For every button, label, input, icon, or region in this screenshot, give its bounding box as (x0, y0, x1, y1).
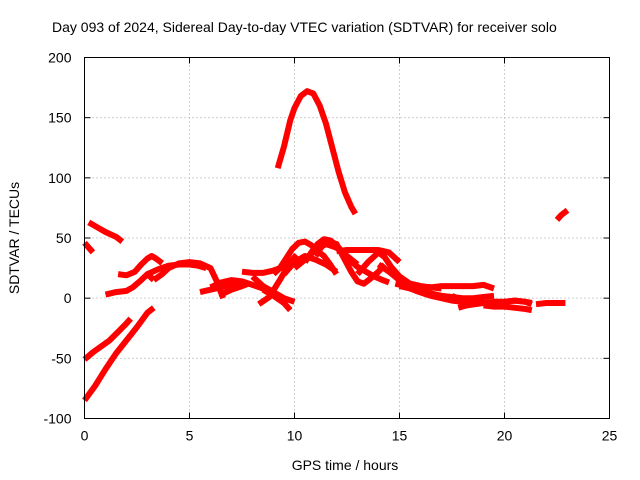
x-tick-label: 10 (287, 428, 303, 444)
x-tick-label: 5 (186, 428, 194, 444)
series-arc-32 (535, 300, 566, 308)
series-arc-8 (152, 259, 226, 300)
series-group (82, 88, 570, 403)
y-tick-labels: -100 -50 0 50 100 150 200 (43, 50, 71, 427)
y-tick-label: 0 (64, 290, 72, 306)
y-tick-label: -50 (51, 350, 71, 366)
y-tick-label: -100 (43, 411, 71, 427)
x-tick-label: 25 (602, 428, 618, 444)
chart-title: Day 093 of 2024, Sidereal Day-to-day VTE… (52, 19, 557, 35)
series-arc-9 (199, 279, 243, 296)
series-arc-16 (274, 88, 358, 216)
series-arc-30 (457, 297, 533, 311)
series-arc-17 (271, 238, 340, 277)
x-tick-labels: 0 5 10 15 20 25 (81, 428, 618, 444)
x-axis-label: GPS time / hours (292, 457, 399, 473)
series-arc-33 (554, 207, 570, 222)
x-tick-label: 0 (81, 428, 89, 444)
series-arc-14 (257, 252, 299, 307)
y-tick-label: 50 (56, 230, 72, 246)
series-arc-15 (261, 287, 293, 313)
y-tick-label: 200 (48, 50, 72, 66)
series-arc-2 (87, 219, 125, 244)
plot-frame (84, 57, 610, 419)
grid (84, 57, 610, 419)
x-tick-label: 20 (497, 428, 513, 444)
series-arc-11 (219, 280, 250, 298)
series-arc-21 (312, 238, 388, 287)
series-arc-31 (483, 302, 533, 314)
x-tick-label: 15 (392, 428, 408, 444)
series-arc-3 (82, 316, 133, 362)
series-arc-4 (82, 305, 156, 403)
y-tick-label: 150 (48, 110, 72, 126)
y-axis-label: SDTVAR / TECUs (6, 182, 22, 294)
axis-ticks (84, 57, 610, 419)
series-arc-6 (117, 253, 165, 279)
y-tick-label: 100 (48, 170, 72, 186)
series-arc-1 (82, 240, 96, 255)
series-arc-22 (336, 247, 402, 265)
series-arc-26 (409, 281, 495, 292)
